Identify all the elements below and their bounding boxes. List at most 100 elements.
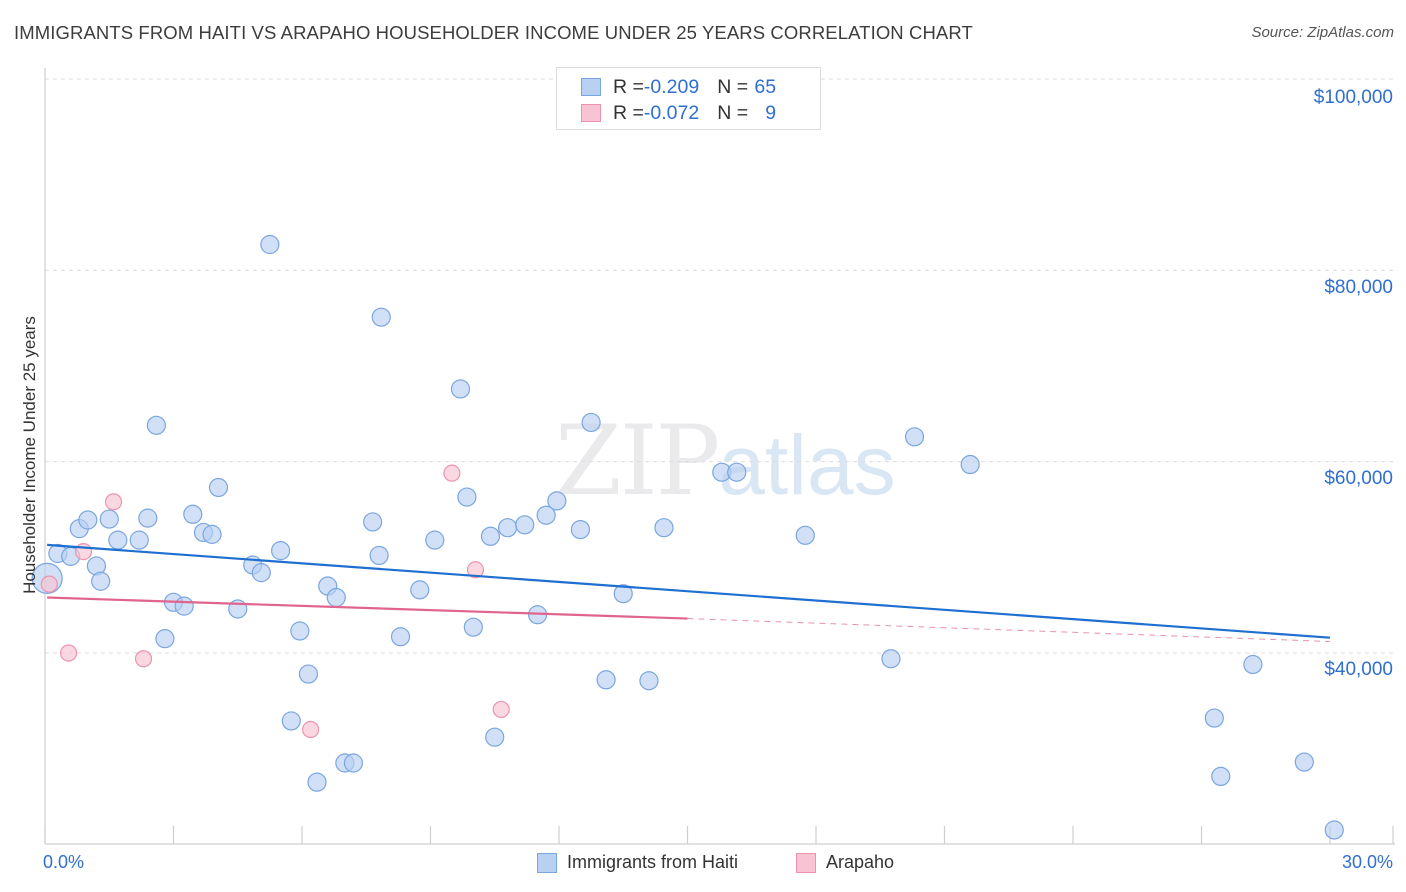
haiti-point [129, 530, 149, 550]
arapaho-swatch [581, 104, 601, 122]
r-value: -0.072 [643, 101, 700, 124]
haiti-point [1211, 766, 1231, 787]
haiti-swatch [581, 78, 601, 96]
arapaho-point [74, 542, 93, 561]
haiti-point [155, 629, 175, 649]
haiti-point [251, 563, 271, 583]
haiti-point [581, 412, 601, 433]
haiti-point [298, 664, 319, 684]
n-value: 9 [765, 101, 777, 124]
source-credit: Source: ZipAtlas.com [1251, 24, 1394, 41]
haiti-point [281, 711, 301, 731]
haiti-legend-swatch [537, 852, 557, 873]
arapaho-point [40, 575, 58, 593]
arapaho-point [492, 700, 510, 719]
r-label: R = [613, 75, 644, 98]
haiti-point [290, 621, 310, 641]
haiti-point [260, 234, 280, 255]
haiti-point [174, 596, 194, 616]
haiti-point [202, 524, 222, 544]
haiti-point [307, 772, 327, 792]
watermark-atlas: atlas [718, 418, 896, 512]
haiti-point [326, 587, 346, 608]
legend-item-haiti: Immigrants from Haiti [537, 852, 738, 873]
haiti-point [1204, 708, 1224, 728]
legend-row-arapaho: R = -0.072 N = 9 [581, 101, 776, 125]
haiti-point [146, 415, 166, 435]
n-label: N = [717, 101, 749, 124]
y-tick-label: $80,000 [1324, 277, 1393, 298]
series-legend: Immigrants from Haiti Arapaho [0, 852, 1406, 878]
haiti-point [515, 515, 535, 535]
haiti-point [639, 671, 659, 691]
legend-row-haiti: R = -0.209 N = 65 [581, 75, 776, 99]
y-tick-label: $60,000 [1324, 468, 1393, 489]
haiti-point [480, 526, 501, 546]
series-arapaho-points [40, 464, 510, 739]
haiti-point [498, 518, 518, 538]
haiti-trend-line [47, 543, 1331, 639]
haiti-point [208, 477, 229, 498]
r-label: R = [613, 101, 644, 124]
n-label: N = [717, 75, 749, 98]
haiti-point [91, 571, 111, 591]
x-tick-label-max: 30.0% [1341, 852, 1393, 872]
n-value: 65 [754, 75, 777, 98]
haiti-point [369, 545, 389, 566]
haiti-point [390, 627, 411, 647]
haiti-point [463, 617, 483, 637]
arapaho-point [301, 720, 320, 739]
correlation-legend: R = -0.209 N = 65 R = -0.072 N = 9 [556, 67, 821, 130]
haiti-point [536, 505, 556, 525]
haiti-point [183, 504, 203, 524]
legend-item-arapaho: Arapaho [796, 852, 894, 873]
arapaho-point [59, 644, 78, 662]
haiti-point [363, 512, 383, 532]
arapaho-trend-line [47, 596, 688, 620]
haiti-point [1324, 820, 1344, 840]
haiti-point [795, 525, 815, 545]
haiti-point [485, 727, 505, 747]
arapaho-point [134, 650, 153, 668]
legend-label: Arapaho [826, 852, 895, 872]
haiti-point [547, 491, 567, 511]
haiti-point [450, 379, 471, 399]
haiti-point [457, 487, 477, 507]
x-tick-label-min: 0.0% [43, 852, 85, 872]
haiti-point [425, 530, 445, 550]
haiti-point [596, 670, 616, 690]
haiti-point [410, 580, 430, 600]
y-axis-label: Householder Income Under 25 years [20, 316, 39, 594]
axes [44, 68, 1395, 845]
haiti-point [99, 509, 119, 529]
haiti-point [960, 454, 980, 475]
arapaho-point [104, 493, 123, 511]
haiti-point [1294, 752, 1314, 772]
arapaho-point [443, 464, 461, 482]
haiti-point [881, 649, 901, 669]
series-haiti-points [31, 234, 1344, 840]
y-tick-label: $40,000 [1324, 659, 1393, 680]
trend-lines [47, 543, 1331, 643]
arapaho-trend-extension [687, 618, 1331, 643]
haiti-point [343, 753, 363, 773]
r-value: -0.209 [643, 75, 700, 98]
haiti-point [570, 519, 591, 540]
haiti-point [1243, 654, 1263, 675]
watermark: ZIPatlas [555, 405, 896, 517]
arapaho-point [466, 561, 485, 579]
haiti-point [270, 541, 291, 561]
y-tick-label: $100,000 [1313, 87, 1393, 108]
arapaho-legend-swatch [796, 852, 816, 873]
haiti-point [727, 462, 747, 482]
haiti-point [78, 510, 98, 530]
haiti-point [654, 518, 674, 538]
haiti-point [108, 530, 128, 550]
haiti-point [138, 508, 158, 528]
haiti-point [371, 307, 391, 327]
haiti-point [613, 584, 633, 604]
chart-title: IMMIGRANTS FROM HAITI VS ARAPAHO HOUSEHO… [14, 22, 973, 43]
legend-label: Immigrants from Haiti [567, 852, 739, 872]
haiti-point [904, 427, 925, 447]
